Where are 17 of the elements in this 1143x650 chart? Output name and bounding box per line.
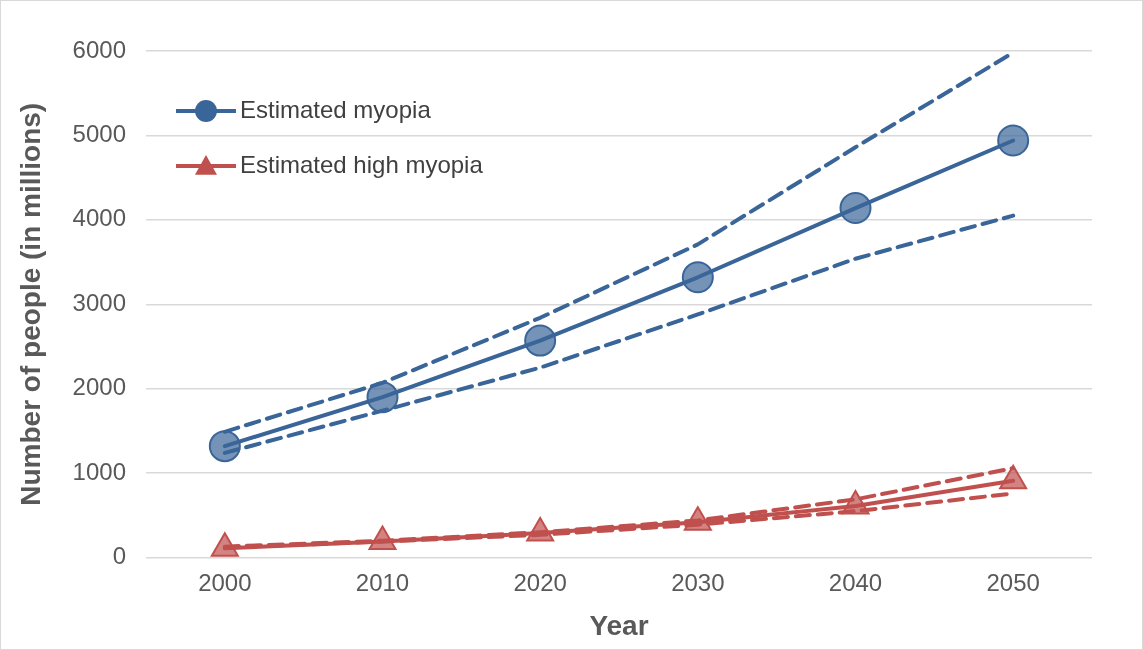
y-tick-label: 5000 bbox=[72, 120, 126, 148]
x-tick-label: 2050 bbox=[986, 568, 1040, 596]
x-tick-label: 2010 bbox=[355, 568, 410, 596]
y-tick-label: 1000 bbox=[72, 457, 126, 485]
x-tick-label: 2030 bbox=[671, 568, 725, 596]
x-tick-label: 2000 bbox=[198, 568, 252, 596]
y-tick-label: 6000 bbox=[72, 35, 126, 63]
x-tick-label: 2040 bbox=[828, 568, 883, 596]
y-axis-title: Number of people (in millions) bbox=[14, 102, 46, 506]
legend-label: Estimated high myopia bbox=[239, 150, 484, 178]
legend-label: Estimated myopia bbox=[239, 95, 432, 123]
y-tick-label: 0 bbox=[112, 542, 126, 570]
y-tick-label: 2000 bbox=[72, 373, 126, 401]
x-tick-label: 2020 bbox=[513, 568, 567, 596]
y-tick-label: 4000 bbox=[72, 204, 126, 232]
y-tick-label: 3000 bbox=[72, 288, 126, 316]
x-axis-title: Year bbox=[589, 609, 649, 641]
